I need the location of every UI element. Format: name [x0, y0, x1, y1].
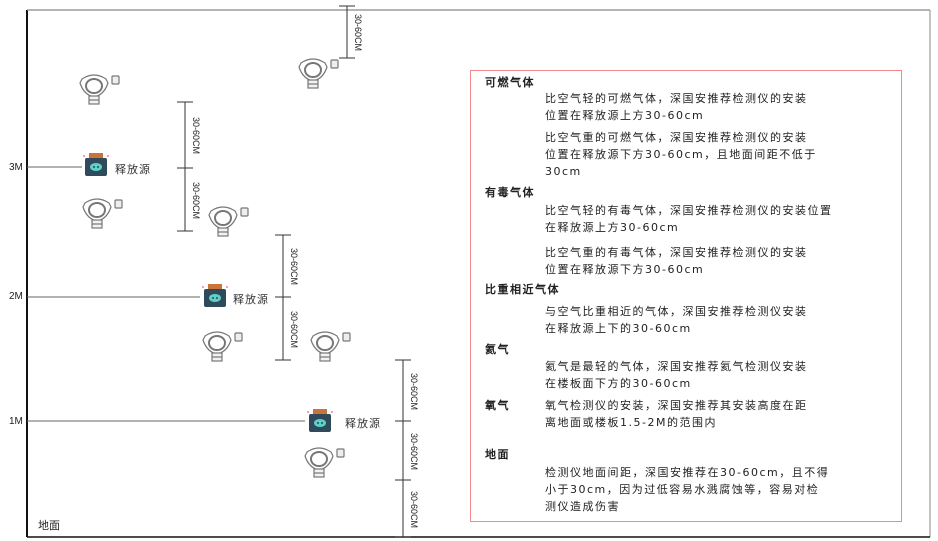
legend-text-line: 比空气重的有毒气体，深国安推荐检测仪的安装: [545, 246, 808, 259]
dimension-label: 30-60CM: [409, 372, 419, 410]
legend-text-line: 位置在释放源上方30-60cm: [545, 109, 705, 122]
release-source-label: 释放源: [345, 417, 381, 430]
dimension-label: 30-60CM: [353, 14, 363, 52]
release-source-icon: [307, 408, 333, 438]
legend-text-line: 30cm: [545, 165, 582, 178]
gas-detector-icon: [78, 73, 120, 109]
gas-detector-icon: [81, 197, 123, 233]
legend-text-line: 测仪造成伤害: [545, 500, 620, 513]
level-3m-label: 3M: [9, 162, 23, 173]
gas-detector-icon: [297, 57, 339, 93]
dimension-label: 30-60CM: [409, 490, 419, 528]
gas-detector-icon: [309, 330, 351, 366]
ground-label: 地面: [38, 520, 60, 532]
dimension-label: 30-60CM: [289, 310, 299, 348]
legend-text-line: 小于30cm，因为过低容易水溅腐蚀等，容易对检: [545, 483, 820, 496]
legend-section-title: 地面: [485, 448, 510, 461]
legend-text-line: 比空气轻的可燃气体，深国安推荐检测仪的安装: [545, 92, 808, 105]
level-2m-label: 2M: [9, 291, 23, 302]
dimension-label: 30-60CM: [289, 248, 299, 286]
dimension-label: 30-60CM: [191, 181, 201, 219]
legend-section-title: 氦气: [485, 343, 510, 356]
legend-section-title: 比重相近气体: [485, 283, 560, 296]
legend-text-line: 在释放源上下的30-60cm: [545, 322, 692, 335]
legend-text-line: 检测仪地面间距，深国安推荐在30-60cm，且不得: [545, 466, 830, 479]
level-1m-label: 1M: [9, 416, 23, 427]
gas-detector-icon: [207, 205, 249, 241]
legend-text-line: 位置在释放源下方30-60cm: [545, 263, 705, 276]
legend-section-title: 氧气: [485, 399, 510, 412]
legend-section-title: 有毒气体: [485, 186, 535, 199]
legend-section-title: 可燃气体: [485, 76, 535, 89]
legend-text-line: 离地面或楼板1.5-2M的范围内: [545, 416, 717, 429]
dimension-label: 30-60CM: [409, 432, 419, 470]
gas-detector-icon: [201, 330, 243, 366]
dimension-label: 30-60CM: [191, 117, 201, 155]
legend-text-line: 在楼板面下方的30-60cm: [545, 377, 692, 390]
release-source-icon: [202, 283, 228, 313]
legend-text-line: 氧气检测仪的安装，深国安推荐其安装高度在距: [545, 399, 808, 412]
legend-text-line: 氦气是最轻的气体，深国安推荐氦气检测仪安装: [545, 360, 808, 373]
gas-detector-icon: [303, 446, 345, 482]
legend-text-line: 与空气比重相近的气体，深国安推荐检测仪安装: [545, 305, 808, 318]
legend-text-line: 在释放源上方30-60cm: [545, 221, 680, 234]
release-source-icon: [83, 152, 109, 182]
legend-text-line: 比空气轻的有毒气体，深国安推荐检测仪的安装位置: [545, 204, 833, 217]
release-source-label: 释放源: [115, 163, 151, 176]
release-source-label: 释放源: [233, 293, 269, 306]
legend-box: [470, 70, 902, 522]
legend-text-line: 比空气重的可燃气体，深国安推荐检测仪的安装: [545, 131, 808, 144]
legend-text-line: 位置在释放源下方30-60cm，且地面间距不低于: [545, 148, 817, 161]
